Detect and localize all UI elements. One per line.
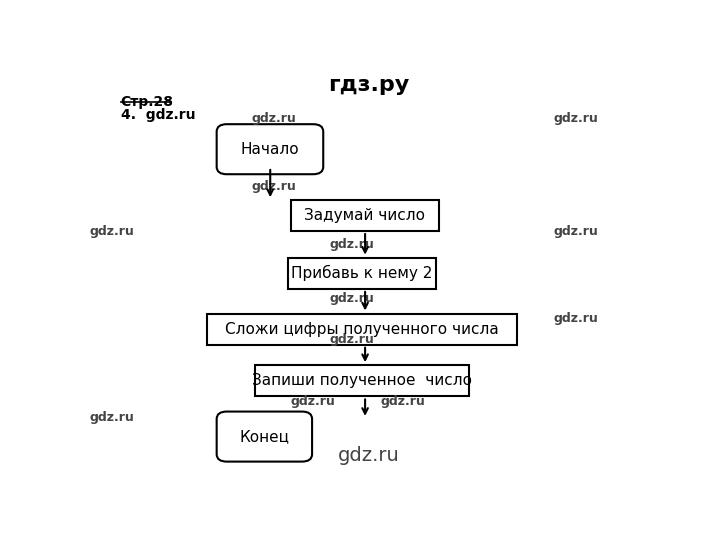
Text: gdz.ru: gdz.ru [252, 180, 297, 193]
Bar [255, 365, 469, 396]
Text: gdz.ru: gdz.ru [380, 395, 425, 408]
Bar [288, 258, 436, 289]
Text: gdz.ru: gdz.ru [330, 333, 374, 346]
Text: gdz.ru: gdz.ru [553, 112, 598, 125]
Text: Запиши полученное  число: Запиши полученное число [252, 373, 472, 388]
Bar [291, 200, 438, 231]
Text: gdz.ru: gdz.ru [252, 112, 297, 125]
Text: Начало: Начало [240, 142, 300, 157]
Bar [207, 314, 517, 345]
Text: gdz.ru: gdz.ru [338, 446, 400, 465]
Text: Сложи цифры полученного числа: Сложи цифры полученного числа [225, 322, 499, 337]
Text: Прибавь к нему 2: Прибавь к нему 2 [292, 265, 433, 281]
Text: гдз.ру: гдз.ру [328, 75, 410, 95]
Text: gdz.ru: gdz.ru [330, 238, 374, 251]
Text: Стр.28: Стр.28 [121, 96, 174, 110]
Text: gdz.ru: gdz.ru [291, 395, 336, 408]
Text: Задумай число: Задумай число [305, 208, 426, 223]
FancyBboxPatch shape [217, 411, 312, 462]
Text: 4.  gdz.ru: 4. gdz.ru [121, 108, 195, 122]
Text: gdz.ru: gdz.ru [553, 312, 598, 325]
FancyBboxPatch shape [217, 124, 323, 174]
Text: gdz.ru: gdz.ru [90, 226, 135, 238]
Text: gdz.ru: gdz.ru [330, 292, 374, 304]
Text: gdz.ru: gdz.ru [553, 226, 598, 238]
Text: Конец: Конец [239, 429, 289, 444]
Text: gdz.ru: gdz.ru [90, 411, 135, 424]
